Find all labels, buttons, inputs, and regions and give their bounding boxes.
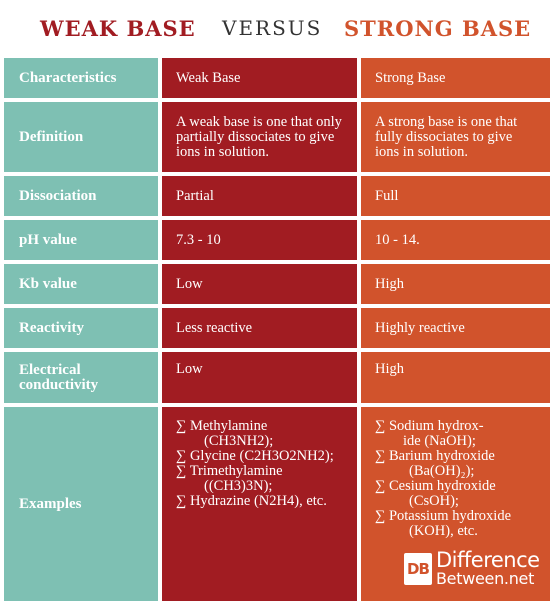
strong-cell: Highly reactive (361, 308, 550, 348)
row-label: Kb value (4, 264, 158, 304)
row-label: pH value (4, 220, 158, 260)
weak-cell: Less reactive (162, 308, 357, 348)
table-row-examples: Examples ∑ Methylamine (CH3NH2); ∑ Glyci… (0, 407, 550, 601)
strong-cell: High (361, 264, 550, 304)
example-item: ide (NaOH); (403, 433, 476, 449)
weak-cell: Weak Base (162, 58, 357, 98)
weak-cell: A weak base is one that only partially d… (162, 102, 357, 172)
row-label: Characteristics (4, 58, 158, 98)
weak-cell: Low (162, 352, 357, 403)
example-item: ∑ Glycine (C2H3O2NH2); (176, 448, 334, 464)
example-item: ∑ Barium hydroxide (375, 448, 495, 464)
table-row-characteristics: Characteristics Weak Base Strong Base (0, 58, 550, 98)
table-row-kb: Kb value Low High (0, 264, 550, 304)
weak-examples-cell: ∑ Methylamine (CH3NH2); ∑ Glycine (C2H3O… (162, 407, 357, 601)
row-label: Definition (4, 102, 158, 172)
strong-cell: A strong base is one that fully dissocia… (361, 102, 550, 172)
weak-base-heading: WEAK BASE (40, 16, 196, 41)
logo-text-difference: Difference (436, 548, 540, 572)
example-item: (Ba(OH)₂); (409, 463, 475, 479)
example-item: ∑ Sodium hydrox- (375, 418, 484, 434)
table-row-reactivity: Reactivity Less reactive Highly reactive (0, 308, 550, 348)
weak-cell: Partial (162, 176, 357, 216)
table-row-ph: pH value 7.3 - 10 10 - 14. (0, 220, 550, 260)
strong-cell: Full (361, 176, 550, 216)
example-item: ∑ Cesium hydroxide (375, 478, 496, 494)
versus-heading: VERSUS (222, 16, 323, 40)
comparison-header: WEAK BASE VERSUS STRONG BASE (0, 0, 550, 58)
strong-examples-cell: ∑ Sodium hydrox- ide (NaOH); ∑ Barium hy… (361, 407, 550, 601)
row-label: Reactivity (4, 308, 158, 348)
db-logo-icon: DB (404, 553, 432, 585)
weak-cell: Low (162, 264, 357, 304)
example-item: (KOH), etc. (409, 523, 478, 539)
row-label: Examples (4, 407, 158, 601)
example-item: ∑ Potassium hydroxide (375, 508, 512, 524)
table-row-dissociation: Dissociation Partial Full (0, 176, 550, 216)
example-item: ∑ Trimethylamine (176, 463, 283, 479)
row-label: Dissociation (4, 176, 158, 216)
table-row-definition: Definition A weak base is one that only … (0, 102, 550, 172)
weak-cell: 7.3 - 10 (162, 220, 357, 260)
strong-cell: High (361, 352, 550, 403)
strong-cell: 10 - 14. (361, 220, 550, 260)
example-item: ((CH3)3N); (204, 478, 273, 494)
strong-cell: Strong Base (361, 58, 550, 98)
logo-text-between: Between.net (436, 569, 535, 588)
example-item: ∑ Hydrazine (N2H4), etc. (176, 493, 327, 509)
example-item: ∑ Methylamine (176, 418, 268, 434)
example-item: (CsOH); (409, 493, 459, 509)
strong-base-heading: STRONG BASE (344, 16, 532, 41)
table-row-conductivity: Electrical conductivity Low High (0, 352, 550, 403)
row-label: Electrical conductivity (4, 352, 158, 403)
example-item: (CH3NH2); (204, 433, 274, 449)
differencebetween-logo[interactable]: DB Difference Between.net (404, 549, 544, 589)
